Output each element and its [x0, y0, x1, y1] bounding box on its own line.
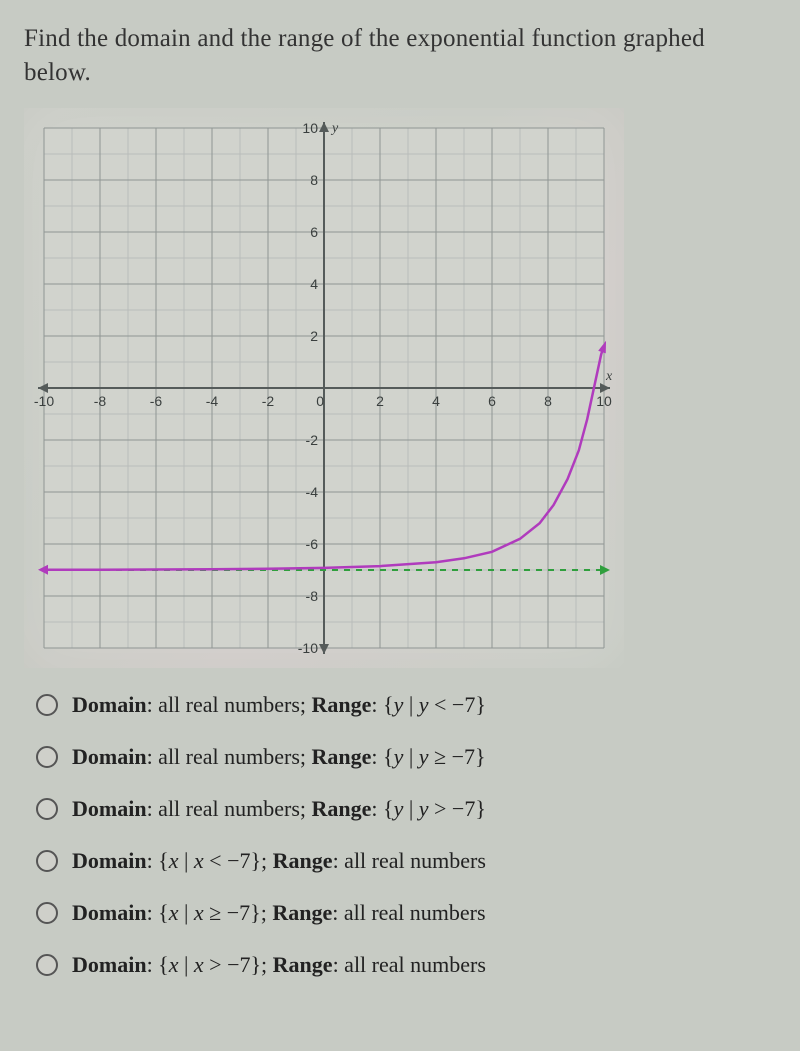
option-text: Domain: all real numbers; Range: {y | y … — [72, 796, 486, 822]
answer-option-6[interactable]: Domain: {x | x > −7}; Range: all real nu… — [36, 952, 776, 978]
radio-icon[interactable] — [36, 746, 58, 768]
svg-text:4: 4 — [432, 393, 440, 409]
answer-option-1[interactable]: Domain: all real numbers; Range: {y | y … — [36, 692, 776, 718]
svg-text:-10: -10 — [34, 393, 54, 409]
svg-text:-6: -6 — [306, 536, 319, 552]
graph-panel: -10 -8 -6 -4 -2 0 2 4 6 8 10 -10 -8 -6 -4 -2 2 4 6 8 10 x y — [24, 108, 624, 668]
svg-text:8: 8 — [544, 393, 552, 409]
svg-text:-4: -4 — [206, 393, 219, 409]
question-prompt: Find the domain and the range of the exp… — [24, 22, 776, 90]
svg-text:-6: -6 — [150, 393, 163, 409]
svg-text:y: y — [330, 121, 339, 136]
svg-text:x: x — [605, 369, 613, 384]
answer-option-4[interactable]: Domain: {x | x < −7}; Range: all real nu… — [36, 848, 776, 874]
svg-text:-8: -8 — [94, 393, 107, 409]
answer-options: Domain: all real numbers; Range: {y | y … — [24, 692, 776, 978]
option-text: Domain: {x | x > −7}; Range: all real nu… — [72, 952, 486, 978]
svg-text:2: 2 — [310, 328, 318, 344]
radio-icon[interactable] — [36, 798, 58, 820]
radio-icon[interactable] — [36, 902, 58, 924]
svg-text:-2: -2 — [262, 393, 275, 409]
svg-text:6: 6 — [310, 224, 318, 240]
svg-text:10: 10 — [302, 120, 318, 136]
radio-icon[interactable] — [36, 694, 58, 716]
answer-option-5[interactable]: Domain: {x | x ≥ −7}; Range: all real nu… — [36, 900, 776, 926]
option-text: Domain: all real numbers; Range: {y | y … — [72, 692, 486, 718]
svg-text:0: 0 — [316, 393, 324, 409]
option-text: Domain: {x | x ≥ −7}; Range: all real nu… — [72, 900, 486, 926]
answer-option-3[interactable]: Domain: all real numbers; Range: {y | y … — [36, 796, 776, 822]
svg-text:-2: -2 — [306, 432, 319, 448]
radio-icon[interactable] — [36, 850, 58, 872]
svg-text:10: 10 — [596, 393, 612, 409]
svg-text:6: 6 — [488, 393, 496, 409]
radio-icon[interactable] — [36, 954, 58, 976]
svg-text:4: 4 — [310, 276, 318, 292]
svg-text:-4: -4 — [306, 484, 319, 500]
svg-text:-8: -8 — [306, 588, 319, 604]
option-text: Domain: {x | x < −7}; Range: all real nu… — [72, 848, 486, 874]
svg-text:-10: -10 — [298, 640, 318, 656]
answer-option-2[interactable]: Domain: all real numbers; Range: {y | y … — [36, 744, 776, 770]
svg-text:2: 2 — [376, 393, 384, 409]
option-text: Domain: all real numbers; Range: {y | y … — [72, 744, 486, 770]
svg-text:8: 8 — [310, 172, 318, 188]
exponential-graph: -10 -8 -6 -4 -2 0 2 4 6 8 10 -10 -8 -6 -4 -2 2 4 6 8 10 x y — [24, 108, 624, 668]
